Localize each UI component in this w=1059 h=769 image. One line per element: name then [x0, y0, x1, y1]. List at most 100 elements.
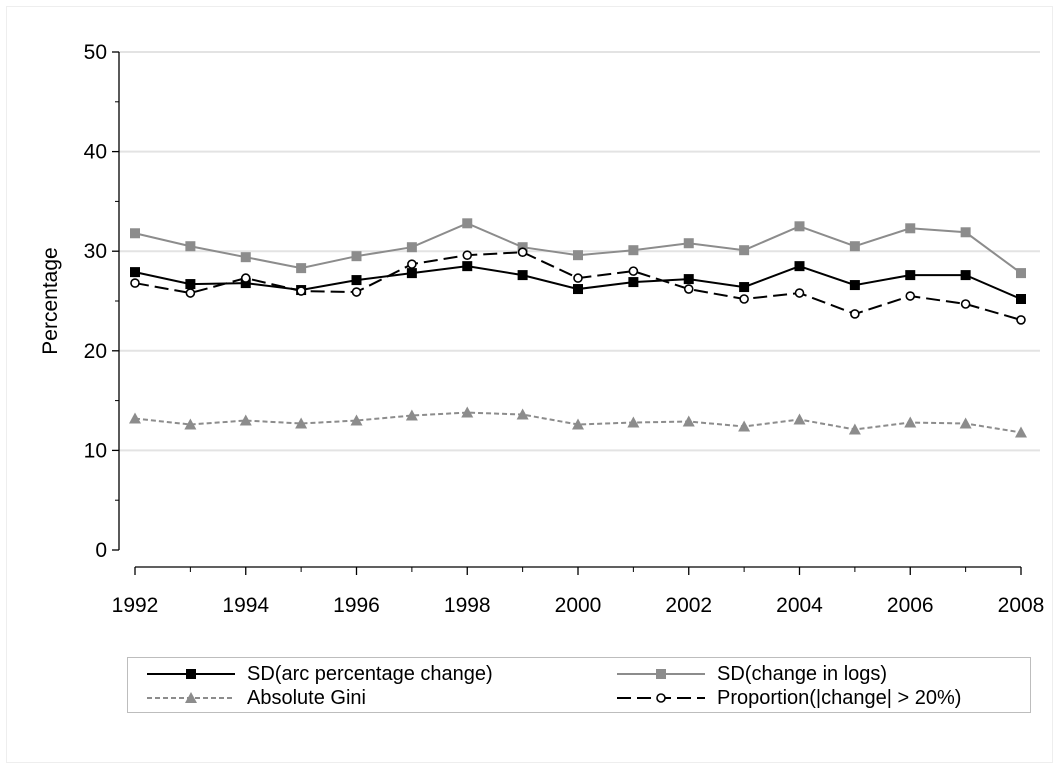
- legend-key-proportion: [617, 693, 705, 703]
- series-0-point: [573, 284, 583, 295]
- series-3-point: [351, 287, 362, 297]
- legend-label-proportion: Proportion(|change| > 20%): [717, 686, 962, 709]
- legend-key-sd-logs: [617, 669, 705, 679]
- series-3-point: [905, 291, 916, 301]
- series-0-point: [240, 278, 251, 289]
- series-line-1: [134, 222, 1022, 274]
- series-3-point: [240, 273, 251, 283]
- series-0-point: [351, 275, 362, 286]
- series-1-point: [1016, 268, 1026, 279]
- series-3-point: [517, 247, 528, 257]
- series-1-point: [406, 242, 417, 253]
- series-0-point: [794, 261, 805, 272]
- series-0-point: [185, 279, 196, 290]
- y-tick-label-50: 50: [84, 41, 107, 64]
- series-3-point: [739, 294, 749, 304]
- y-axis-title: Percentage: [39, 247, 62, 354]
- x-tick-label-1992: 1992: [112, 594, 159, 617]
- series-1-point: [573, 250, 583, 261]
- legend-label-gini: Absolute Gini: [247, 686, 366, 709]
- legend-label-sd-logs: SD(change in logs): [717, 662, 888, 685]
- series-0-point: [739, 282, 750, 293]
- series-1-point: [185, 241, 196, 252]
- series-1-point: [849, 241, 860, 252]
- series-1-point: [628, 245, 639, 256]
- series-3-point: [683, 284, 694, 294]
- series-3-point: [960, 299, 971, 309]
- series-3-point: [794, 288, 805, 298]
- series-1-point: [462, 218, 473, 229]
- series-0-point: [130, 267, 140, 278]
- series-3-point: [573, 273, 583, 283]
- y-tick-label-10: 10: [84, 439, 107, 462]
- series-3-point: [850, 309, 860, 319]
- series-2-point: [350, 414, 363, 426]
- legend-label-sd-arc: SD(arc percentage change): [247, 662, 493, 685]
- series-1-point: [351, 251, 362, 262]
- series-2-point: [184, 418, 197, 430]
- series-2-point: [239, 414, 252, 426]
- y-tick-label-0: 0: [95, 539, 107, 562]
- legend-item-sd-arc: SD(arc percentage change): [143, 662, 493, 686]
- series-3-point: [130, 278, 140, 288]
- series-2-point: [405, 409, 418, 421]
- series-0-point: [406, 268, 417, 279]
- series-1-point: [739, 245, 750, 256]
- legend: SD(arc percentage change) SD(change in l…: [127, 657, 1031, 713]
- x-tick-label-2006: 2006: [887, 594, 934, 617]
- series-0-point: [1016, 294, 1026, 305]
- x-tick-label-2004: 2004: [776, 594, 823, 617]
- series-1-point: [960, 227, 971, 238]
- series-2-point: [682, 415, 695, 427]
- legend-key-sd-arc: [147, 669, 235, 679]
- y-tick-label-20: 20: [84, 340, 107, 363]
- series-3-point: [1016, 315, 1026, 325]
- series-2-point: [461, 406, 474, 418]
- series-0-point: [849, 280, 860, 291]
- series-0-point: [905, 270, 916, 281]
- legend-item-gini: Absolute Gini: [143, 686, 366, 710]
- x-tick-label-1996: 1996: [333, 594, 380, 617]
- series-3-point: [407, 259, 417, 269]
- series-1-point: [517, 242, 528, 253]
- x-tick-label-1998: 1998: [444, 594, 491, 617]
- series-1-point: [905, 223, 916, 234]
- series-3-point: [185, 288, 196, 298]
- series-3-point: [628, 266, 639, 276]
- series-1-point: [130, 228, 140, 239]
- legend-item-sd-logs: SD(change in logs): [613, 662, 887, 686]
- series-2-point: [1015, 426, 1027, 438]
- y-tick-label-30: 30: [84, 240, 107, 263]
- legend-item-proportion: Proportion(|change| > 20%): [613, 686, 961, 710]
- x-tick-label-2008: 2008: [998, 594, 1045, 617]
- series-2-point: [572, 418, 584, 430]
- series-2-point: [959, 417, 972, 429]
- y-tick-label-40: 40: [84, 141, 107, 164]
- x-tick-label-1994: 1994: [222, 594, 269, 617]
- series-3-point: [296, 286, 306, 296]
- series-3-point: [462, 250, 473, 260]
- legend-key-gini: [147, 692, 235, 703]
- series-2-point: [793, 413, 806, 425]
- series-1-point: [794, 221, 805, 232]
- series-0-point: [683, 274, 694, 285]
- series-2-point: [627, 416, 640, 428]
- series-0-point: [628, 277, 639, 288]
- series-2-point: [848, 423, 861, 435]
- series-0-point: [462, 261, 473, 272]
- series-0-point: [960, 270, 971, 281]
- series-0-point: [517, 270, 528, 281]
- series-2-point: [129, 412, 141, 424]
- series-2-point: [904, 416, 917, 428]
- figure-frame: [6, 6, 1053, 763]
- series-2-point: [295, 417, 308, 429]
- x-tick-label-2000: 2000: [555, 594, 602, 617]
- series-1-point: [683, 238, 694, 249]
- series-2-point: [738, 420, 751, 432]
- series-1-point: [240, 252, 251, 263]
- series-2-point: [516, 408, 529, 420]
- x-tick-label-2002: 2002: [665, 594, 712, 617]
- series-1-point: [296, 263, 307, 274]
